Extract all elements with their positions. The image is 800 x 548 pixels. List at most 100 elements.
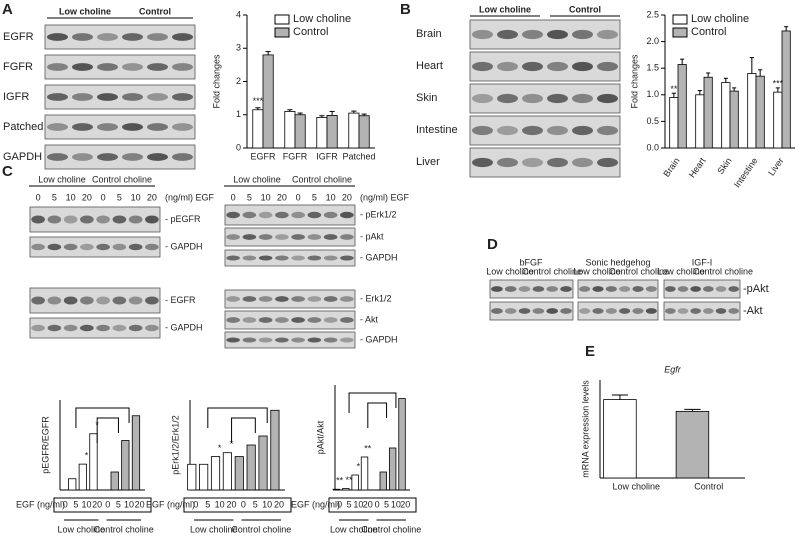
band bbox=[592, 286, 604, 292]
band bbox=[128, 215, 143, 224]
row-label: - pAkt bbox=[360, 231, 384, 241]
row-label: -Akt bbox=[743, 305, 763, 317]
bar bbox=[187, 463, 197, 491]
band bbox=[258, 296, 273, 302]
lane-label: 20 bbox=[277, 192, 287, 202]
bar bbox=[603, 399, 637, 479]
band bbox=[323, 317, 338, 323]
bar bbox=[342, 488, 350, 491]
band bbox=[547, 125, 568, 136]
annotation: ** bbox=[670, 84, 678, 94]
x-tick-label: 20 bbox=[135, 499, 145, 509]
x-tick-label: Heart bbox=[687, 155, 708, 179]
lane-label: 10 bbox=[261, 192, 271, 202]
y-tick-label: 4 bbox=[236, 9, 241, 19]
row-label: - GAPDH bbox=[165, 241, 203, 251]
x-tick-label: 5 bbox=[384, 499, 389, 509]
band bbox=[291, 211, 305, 219]
x-axis-label: EGF (ng/ml) bbox=[291, 499, 340, 509]
band bbox=[340, 317, 354, 323]
band bbox=[497, 93, 518, 104]
band bbox=[522, 93, 543, 104]
chart-title: Egfr bbox=[664, 364, 682, 374]
band bbox=[275, 234, 289, 240]
x-label-box bbox=[328, 497, 417, 513]
row-label: - GAPDH bbox=[360, 252, 398, 262]
x-tick-label: 0 bbox=[337, 499, 342, 509]
bar bbox=[252, 109, 264, 149]
band bbox=[307, 337, 322, 343]
band bbox=[518, 308, 531, 314]
bar bbox=[677, 64, 687, 149]
blot bbox=[469, 115, 621, 146]
lane-label: 10 bbox=[131, 192, 141, 202]
lane-label: 10 bbox=[66, 192, 76, 202]
band bbox=[504, 286, 517, 292]
bar bbox=[294, 114, 306, 149]
band bbox=[96, 215, 110, 224]
blot bbox=[44, 114, 196, 140]
band bbox=[522, 61, 543, 72]
y-tick-label: 1 bbox=[236, 109, 241, 119]
band bbox=[340, 337, 354, 343]
band bbox=[47, 215, 62, 224]
bar bbox=[89, 433, 98, 491]
subgroup-label: Control choline bbox=[693, 266, 753, 276]
blot bbox=[224, 289, 356, 309]
band bbox=[532, 308, 545, 314]
band bbox=[572, 93, 593, 104]
band bbox=[242, 211, 257, 219]
band bbox=[72, 153, 93, 161]
blot bbox=[489, 301, 574, 321]
legend-swatch bbox=[672, 14, 688, 25]
band bbox=[579, 308, 591, 314]
band bbox=[72, 33, 93, 41]
x-tick-label: Brain bbox=[661, 156, 681, 179]
panel-letter: A bbox=[2, 1, 13, 18]
blot bbox=[224, 310, 356, 330]
blot bbox=[577, 279, 659, 299]
band bbox=[560, 308, 572, 314]
x-tick-label: 20 bbox=[92, 499, 102, 509]
x-tick-label: Liver bbox=[766, 156, 785, 178]
group-label: Control choline bbox=[231, 524, 291, 534]
band bbox=[472, 29, 493, 40]
row-label: - EGFR bbox=[165, 295, 196, 305]
band bbox=[63, 243, 78, 251]
x-tick-label: Control bbox=[694, 481, 723, 491]
bracket bbox=[207, 407, 268, 428]
blot bbox=[469, 19, 621, 50]
group-label: Control choline bbox=[361, 524, 421, 534]
blot bbox=[577, 301, 659, 321]
band bbox=[491, 286, 503, 292]
lane-label: 0 bbox=[36, 192, 41, 202]
row-label: - Akt bbox=[360, 314, 379, 324]
lane-label: 20 bbox=[82, 192, 92, 202]
group-label: Control bbox=[569, 4, 601, 14]
band bbox=[63, 296, 78, 305]
bar bbox=[68, 478, 77, 491]
annotation: ** bbox=[346, 475, 354, 485]
band bbox=[172, 153, 193, 161]
unit-label: (ng/ml) EGF bbox=[360, 192, 410, 202]
x-label-box bbox=[53, 497, 152, 513]
group-label: Low choline bbox=[233, 174, 281, 184]
row-label: Liver bbox=[416, 156, 440, 168]
x-tick-label: 0 bbox=[105, 499, 110, 509]
band bbox=[275, 317, 289, 323]
band bbox=[122, 153, 143, 161]
blot bbox=[224, 331, 356, 349]
band bbox=[226, 234, 240, 240]
band bbox=[97, 123, 118, 131]
band bbox=[112, 215, 127, 224]
y-tick-label: 3 bbox=[236, 43, 241, 53]
band bbox=[497, 157, 518, 168]
band bbox=[677, 308, 689, 314]
lane-label: 5 bbox=[52, 192, 57, 202]
band bbox=[242, 296, 257, 302]
band bbox=[619, 286, 631, 292]
blot bbox=[663, 301, 741, 321]
panel-letter: E bbox=[585, 343, 595, 360]
band bbox=[645, 286, 657, 292]
band bbox=[547, 29, 568, 40]
